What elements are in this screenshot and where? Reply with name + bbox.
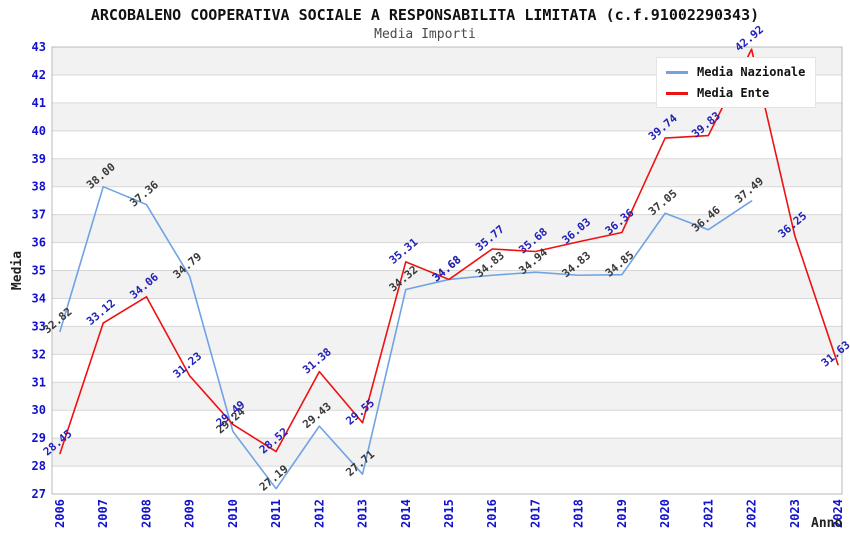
legend-label-media-ente: Media Ente	[697, 86, 770, 100]
x-tick-label: 2023	[788, 499, 802, 528]
y-tick-label: 39	[32, 152, 46, 166]
x-tick-label: 2017	[528, 499, 542, 528]
x-tick-label: 2012	[312, 499, 326, 528]
legend-swatch-media-nazionale	[666, 70, 688, 74]
x-tick-label: 2022	[745, 499, 759, 528]
y-axis-ticks: 27 28 29 30 31 32 33 34 35 36 37 38 39 40 41 42 43	[32, 40, 46, 501]
y-tick-label: 28	[32, 459, 46, 473]
legend-swatch-media-ente	[666, 91, 688, 95]
chart-title: ARCOBALENO COOPERATIVA SOCIALE A RESPONS…	[90, 6, 760, 24]
legend-label-media-nazionale: Media Nazionale	[697, 65, 806, 79]
chart-subtitle: Media Importi	[374, 27, 476, 42]
y-tick-label: 37	[32, 208, 46, 222]
x-tick-label: 2016	[485, 499, 499, 528]
y-tick-label: 36	[32, 236, 46, 250]
legend-item-media-ente[interactable]: Media Ente	[666, 86, 806, 100]
y-tick-label: 31	[32, 375, 46, 389]
series-line-media-nazionale	[59, 185, 753, 490]
x-tick-label: 2019	[615, 499, 629, 528]
x-axis-ticks: 2006 2007 2008 2009 2010 2011 2012 2013 2014 2015…	[53, 499, 845, 528]
y-tick-label: 41	[32, 96, 46, 110]
x-tick-label: 2011	[269, 499, 283, 528]
legend: Media Nazionale Media Ente	[656, 57, 816, 108]
x-tick-label: 2020	[658, 499, 672, 528]
y-tick-label: 27	[32, 487, 46, 501]
y-tick-label: 35	[32, 264, 46, 278]
x-tick-label: 2010	[226, 499, 240, 528]
y-tick-label: 29	[32, 431, 46, 445]
y-tick-label: 32	[32, 347, 46, 361]
y-tick-label: 40	[32, 124, 46, 138]
y-tick-label: 34	[32, 291, 46, 305]
y-tick-label: 38	[32, 180, 46, 194]
x-tick-label: 2007	[96, 499, 110, 528]
y-tick-label: 43	[32, 40, 46, 54]
x-tick-label: 2009	[183, 499, 197, 528]
y-tick-label: 42	[32, 68, 46, 82]
series-line-media-ente	[59, 48, 839, 455]
x-tick-label: 2008	[139, 499, 153, 528]
legend-item-media-nazionale[interactable]: Media Nazionale	[666, 65, 806, 79]
x-axis-title: Anno	[811, 516, 843, 531]
x-tick-label: 2013	[356, 499, 370, 528]
plot-frame	[51, 46, 843, 495]
x-tick-label: 2021	[701, 499, 715, 528]
x-tick-label: 2018	[572, 499, 586, 528]
series-lines	[59, 48, 839, 490]
y-axis-title: Media	[10, 250, 26, 291]
x-tick-label: 2015	[442, 499, 456, 528]
x-tick-label: 2014	[399, 499, 413, 528]
grid-bands	[52, 47, 842, 494]
x-tick-label: 2006	[53, 499, 67, 528]
x-tick-label: 2024	[831, 499, 845, 528]
y-tick-label: 33	[32, 319, 46, 333]
y-tick-label: 30	[32, 403, 46, 417]
